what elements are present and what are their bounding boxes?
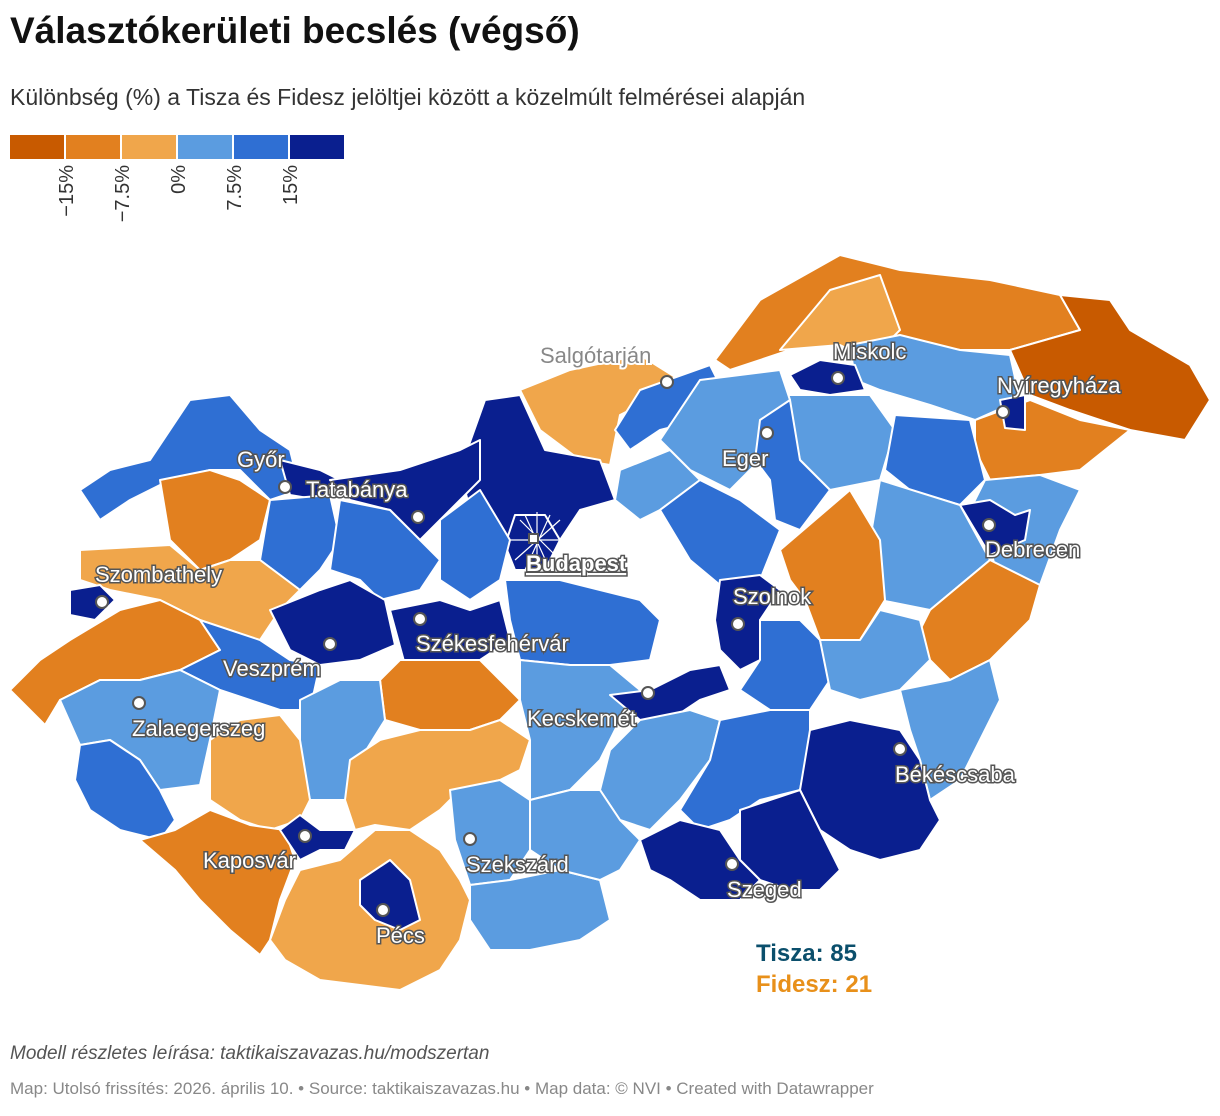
district-region[interactable] <box>529 789 641 881</box>
result-tisza: Tisza: 85 <box>756 940 857 967</box>
district-region[interactable] <box>159 469 271 571</box>
city-marker[interactable] <box>641 686 655 700</box>
city-marker[interactable] <box>660 375 674 389</box>
city-label-szekesfehervar: Székesfehérvár <box>416 631 569 656</box>
city-marker[interactable] <box>413 612 427 626</box>
district-region[interactable] <box>819 609 931 701</box>
legend-ticks: −15% −7.5% 0% 7.5% 15% <box>10 159 346 249</box>
color-legend: −15% −7.5% 0% 7.5% 15% <box>10 135 346 249</box>
district-region[interactable] <box>329 499 441 601</box>
chart-subtitle: Különbség (%) a Tisza és Fidesz jelöltje… <box>10 84 806 110</box>
city-label-tatabanya: Tatabánya <box>306 477 408 502</box>
city-label-kecskemet: Kecskemét <box>527 706 636 731</box>
district-region[interactable] <box>359 859 421 931</box>
city-marker[interactable] <box>376 903 390 917</box>
city-label-budapest: Budapest <box>526 551 627 576</box>
district-region[interactable] <box>504 579 661 666</box>
city-marker[interactable] <box>982 518 996 532</box>
city-label-zalaegerszeg: Zalaegerszeg <box>132 716 265 741</box>
district-region[interactable] <box>209 714 311 831</box>
legend-tick: 7.5% <box>224 165 246 211</box>
city-label-szekszard: Szekszárd <box>466 852 569 877</box>
city-label-eger: Eger <box>722 446 768 471</box>
city-label-nyiregyhaza: Nyíregyháza <box>997 373 1121 398</box>
city-label-miskolc: Miskolc <box>833 339 906 364</box>
district-region[interactable] <box>74 739 176 841</box>
city-label-pecs: Pécs <box>376 923 425 948</box>
city-label-gyor: Győr <box>237 447 285 472</box>
city-label-salgotarjan: Salgótarján <box>540 343 651 368</box>
capital-marker[interactable] <box>528 533 539 544</box>
city-marker[interactable] <box>298 829 312 843</box>
district-region[interactable] <box>139 809 296 956</box>
district-region[interactable] <box>639 819 761 901</box>
city-label-szeged: Szeged <box>727 877 802 902</box>
legend-tick: −15% <box>56 165 78 217</box>
legend-swatch <box>10 135 64 159</box>
city-label-kaposvar: Kaposvár <box>203 848 296 873</box>
district-region[interactable] <box>899 659 1001 801</box>
city-marker[interactable] <box>323 637 337 651</box>
city-label-veszprem: Veszprém <box>223 656 321 681</box>
district-region[interactable] <box>269 579 396 666</box>
city-label-debrecen: Debrecen <box>985 537 1080 562</box>
district-region[interactable] <box>679 709 811 831</box>
legend-swatches <box>10 135 346 159</box>
city-marker[interactable] <box>132 696 146 710</box>
legend-tick: 0% <box>168 165 190 194</box>
district-region[interactable] <box>469 869 611 951</box>
district-region[interactable] <box>659 479 781 586</box>
city-marker[interactable] <box>411 510 425 524</box>
city-label-szolnok: Szolnok <box>733 584 812 609</box>
legend-tick: 15% <box>280 165 302 206</box>
district-region[interactable] <box>69 584 116 621</box>
city-marker[interactable] <box>831 371 845 385</box>
city-label-szombathely: Szombathely <box>95 562 222 587</box>
city-marker[interactable] <box>278 480 292 494</box>
legend-swatch <box>66 135 120 159</box>
legend-swatch <box>122 135 176 159</box>
district-region[interactable] <box>789 359 866 396</box>
district-region[interactable] <box>449 779 531 886</box>
city-marker[interactable] <box>731 617 745 631</box>
chart-title: Választókerületi becslés (végső) <box>10 10 580 51</box>
legend-swatch <box>178 135 232 159</box>
district-region[interactable] <box>279 814 356 861</box>
city-marker[interactable] <box>760 426 774 440</box>
legend-swatch <box>234 135 288 159</box>
city-marker[interactable] <box>463 832 477 846</box>
result-fidesz: Fidesz: 21 <box>756 971 873 998</box>
methodology-note: Modell részletes leírása: taktikaiszavaz… <box>10 1043 490 1064</box>
city-marker[interactable] <box>893 742 907 756</box>
district-region[interactable] <box>599 709 721 831</box>
district-region[interactable] <box>79 544 301 651</box>
district-region[interactable] <box>779 274 901 361</box>
legend-swatch <box>290 135 344 159</box>
hungary-district-map: Salgótarján Miskolc Nyíregyháza Győr Tat… <box>9 254 1211 991</box>
footer-credits: Map: Utolsó frissítés: 2026. április 10.… <box>10 1079 874 1098</box>
city-marker[interactable] <box>996 405 1010 419</box>
district-region[interactable] <box>439 489 511 601</box>
city-label-bekescsaba: Békéscsaba <box>895 762 1016 787</box>
legend-tick: −7.5% <box>112 165 134 223</box>
city-marker[interactable] <box>725 857 739 871</box>
district-region[interactable] <box>1009 294 1211 441</box>
city-marker[interactable] <box>95 595 109 609</box>
seat-results: Tisza: 85 Fidesz: 21 <box>756 938 872 1000</box>
